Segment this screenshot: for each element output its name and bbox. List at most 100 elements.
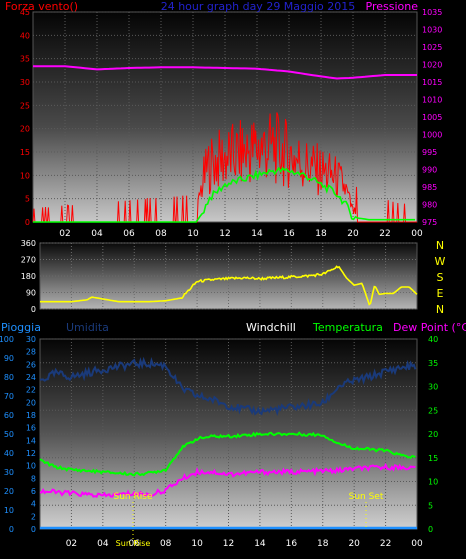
pressure-tick-label: 1020 [422,61,442,70]
x-tick-label: 02 [59,229,70,239]
x-tick-label: 06 [129,539,141,549]
temperature-tick-label: 20 [428,430,438,439]
temperature-tick-label: 10 [428,478,438,487]
temperature-tick-label: 25 [428,406,438,415]
x-tick-label: 06 [123,229,135,239]
wind-speed-tick-label: 5 [25,195,30,204]
sun-markers: Sun Rise Sun Rise Sun Set [114,492,384,548]
humidity-tick-label: 70 [4,392,14,401]
rain-tick-label: 10 [26,462,36,471]
wind-speed-axis: 0 5 10 15 20 25 30 35 40 45 [20,8,30,227]
x-tick-label: 22 [379,229,390,239]
compass-label-s: S [437,271,444,284]
x-tick-label: 08 [160,539,172,549]
chart-title: 24 hour graph day 29 Maggio 2015 [161,0,356,13]
compass-labels: N W S E N [435,239,446,316]
humidity-tick-label: 40 [4,449,14,458]
temperature-tick-label: 5 [428,501,433,510]
humidity-tick-label: 50 [4,430,14,439]
compass-label-e: E [437,287,444,300]
pressure-tick-label: 1035 [422,8,442,17]
direction-tick-label: 360 [21,239,36,248]
humidity-axis: 0 10 20 30 40 50 60 70 80 90 100 [0,335,14,534]
humidity-tick-label: 30 [4,468,14,477]
pressure-label: Pressione [366,0,419,13]
wind-speed-tick-label: 40 [20,31,30,40]
temperature-tick-label: 15 [428,454,438,463]
pressure-tick-label: 1015 [422,78,442,87]
wind-direction-series [40,265,418,306]
x-tick-label: 12 [223,539,234,549]
humidity-tick-label: 0 [9,525,14,534]
legend-rain: Pioggia [1,321,41,334]
rain-tick-label: 4 [31,500,36,509]
x-tick-label: 04 [91,229,103,239]
legend-windchill: Windchill [246,321,296,334]
dewpoint-line [39,462,416,498]
x-tick-label: 12 [219,229,230,239]
legend: Pioggia Umidita Windchill Temperatura De… [1,321,466,334]
humidity-line [39,356,417,416]
rain-tick-label: 22 [26,386,36,395]
humidity-tick-label: 10 [4,506,14,515]
pressure-tick-label: 1010 [422,96,442,105]
x-tick-label: 20 [347,229,359,239]
rain-tick-label: 0 [31,525,36,534]
humidity-tick-label: 100 [0,335,14,344]
temperature-tick-label: 30 [428,383,438,392]
pressure-tick-label: 1005 [422,113,442,122]
x-tick-label: 18 [315,229,327,239]
compass-label-n-top: N [436,239,444,252]
pressure-tick-label: 1030 [422,26,442,35]
wind-speed-tick-label: 20 [20,125,30,134]
wind-speed-tick-label: 35 [20,55,30,64]
wind-pressure-x-axis: 02 04 06 08 10 12 14 16 18 20 22 00 [59,229,423,239]
rain-tick-label: 14 [26,436,36,445]
humidity-tick-label: 90 [4,354,14,363]
sunset-label: Sun Set [349,492,384,502]
temperature-tick-label: 40 [428,335,438,344]
direction-tick-label: 270 [21,256,36,265]
wind-speed-tick-label: 10 [20,171,30,180]
x-tick-label: 00 [411,229,423,239]
rain-tick-label: 18 [26,411,36,420]
direction-tick-label: 180 [21,272,36,281]
rain-tick-label: 30 [26,335,36,344]
temperature-tick-label: 0 [428,525,433,534]
humidity-tick-label: 80 [4,373,14,382]
wind-speed-tick-label: 30 [20,78,30,87]
sunrise-label: Sun Rise [114,492,153,502]
humidity-tick-label: 20 [4,487,14,496]
legend-dewpoint: Dew Point (°C) [393,321,466,334]
wind-speed-label: Forza vento() [5,0,78,13]
compass-label-n-bottom: N [436,303,444,316]
temperature-x-axis: 02 04 06 08 10 12 14 16 18 20 22 00 [66,539,423,549]
wind-speed-tick-label: 45 [20,8,30,17]
rain-tick-label: 12 [26,449,36,458]
temperature-tick-label: 35 [428,359,438,368]
pressure-tick-label: 1025 [422,43,442,52]
pressure-tick-label: 990 [422,166,437,175]
pressure-tick-label: 980 [422,201,437,210]
rain-tick-label: 2 [31,512,36,521]
x-tick-label: 04 [97,539,109,549]
wind-direction-axis: 0 90 180 270 360 [21,239,36,314]
x-tick-label: 08 [155,229,167,239]
pressure-axis: 975 980 985 990 995 1000 1005 1010 1015 1020 1025 1… [422,8,442,227]
wind-speed-tick-label: 15 [20,148,30,157]
x-tick-label: 02 [66,539,77,549]
rain-tick-label: 6 [31,487,36,496]
legend-humidity: Umidita [66,321,109,334]
wind-pressure-series [32,65,417,223]
x-tick-label: 00 [411,539,423,549]
x-tick-label: 20 [348,539,360,549]
x-tick-label: 14 [254,539,266,549]
wind-direction-line [40,265,418,306]
x-tick-label: 22 [380,539,391,549]
pressure-tick-label: 975 [422,218,437,227]
x-tick-label: 14 [251,229,263,239]
